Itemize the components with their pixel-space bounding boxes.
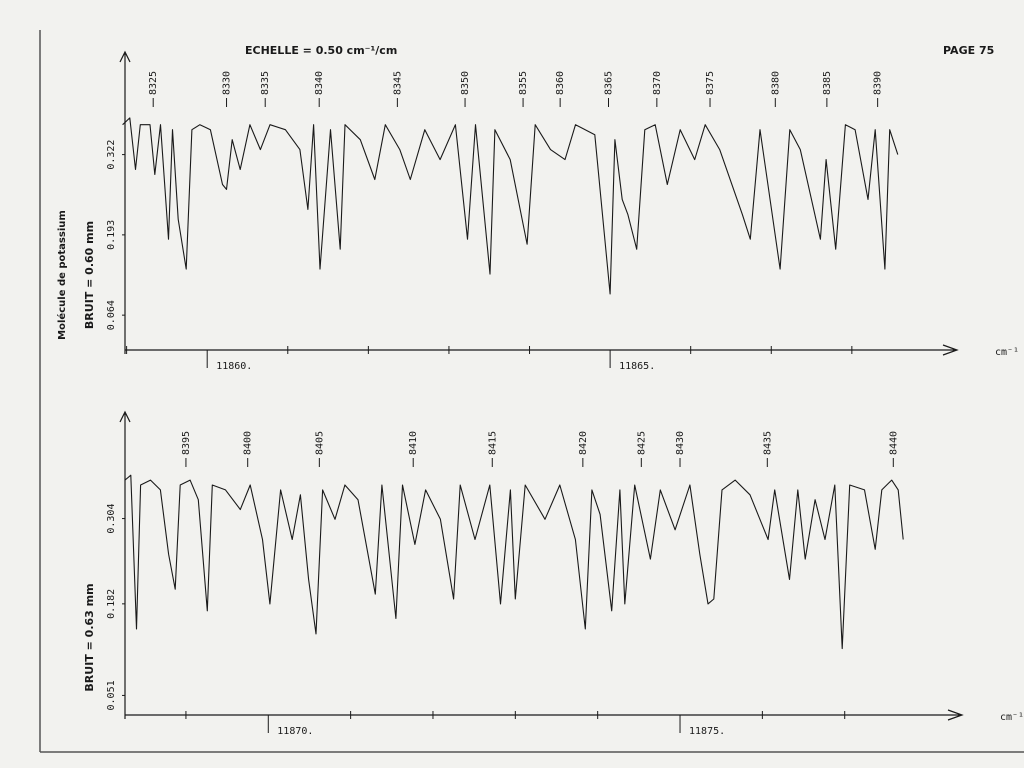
x-unit: cm⁻¹	[1000, 712, 1024, 723]
line-label: 8410	[408, 431, 419, 455]
y-axis	[119, 410, 131, 719]
line-label: 8425	[636, 431, 647, 455]
line-label: 8365	[603, 71, 614, 95]
line-label: 8335	[260, 71, 271, 95]
line-label: 8415	[487, 431, 498, 455]
scale-title: ECHELLE = 0.50 cm⁻¹/cm	[245, 44, 397, 57]
y-axis	[119, 50, 131, 354]
line-label: 8395	[181, 431, 192, 455]
y-tick-label: 0.051	[106, 680, 117, 710]
line-label: 8405	[314, 431, 325, 455]
y-tick-label: 0.064	[106, 300, 117, 330]
line-label: 8350	[460, 71, 471, 95]
line-label: 8435	[762, 431, 773, 455]
line-label: 8360	[555, 71, 566, 95]
spectrum	[124, 474, 904, 650]
line-label: 8385	[822, 71, 833, 95]
line-label: 8330	[222, 71, 233, 95]
line-label: 8345	[392, 71, 403, 95]
page-number: PAGE 75	[943, 44, 994, 57]
line-label: 8325	[148, 71, 159, 95]
y-tick-label: 0.182	[106, 589, 117, 619]
x-tick-label: 11875.	[689, 726, 725, 737]
line-label: 8440	[888, 431, 899, 455]
y-tick-label: 0.322	[106, 140, 117, 170]
line-label: 8380	[770, 71, 781, 95]
y-tick-label: 0.193	[106, 220, 117, 250]
x-tick-label: 11870.	[277, 726, 313, 737]
x-axis	[125, 344, 959, 356]
x-tick-label: 11865.	[619, 361, 655, 372]
line-label: 8355	[518, 71, 529, 95]
y-tick-label: 0.304	[106, 504, 117, 534]
line-label: 8390	[873, 71, 884, 95]
line-label: 8420	[578, 431, 589, 455]
line-label: 8340	[314, 71, 325, 95]
line-label: 8370	[652, 71, 663, 95]
noise-label: BRUIT = 0.63 mm	[83, 583, 96, 691]
molecule-label: Molécule de potassium	[56, 210, 68, 340]
noise-label: BRUIT = 0.60 mm	[83, 221, 96, 329]
line-label: 8375	[705, 71, 716, 95]
x-axis	[125, 709, 964, 721]
line-label: 8430	[675, 431, 686, 455]
x-tick-label: 11860.	[216, 361, 252, 372]
line-label: 8400	[243, 431, 254, 455]
x-unit: cm⁻¹	[995, 347, 1019, 358]
spectrum	[122, 117, 899, 295]
